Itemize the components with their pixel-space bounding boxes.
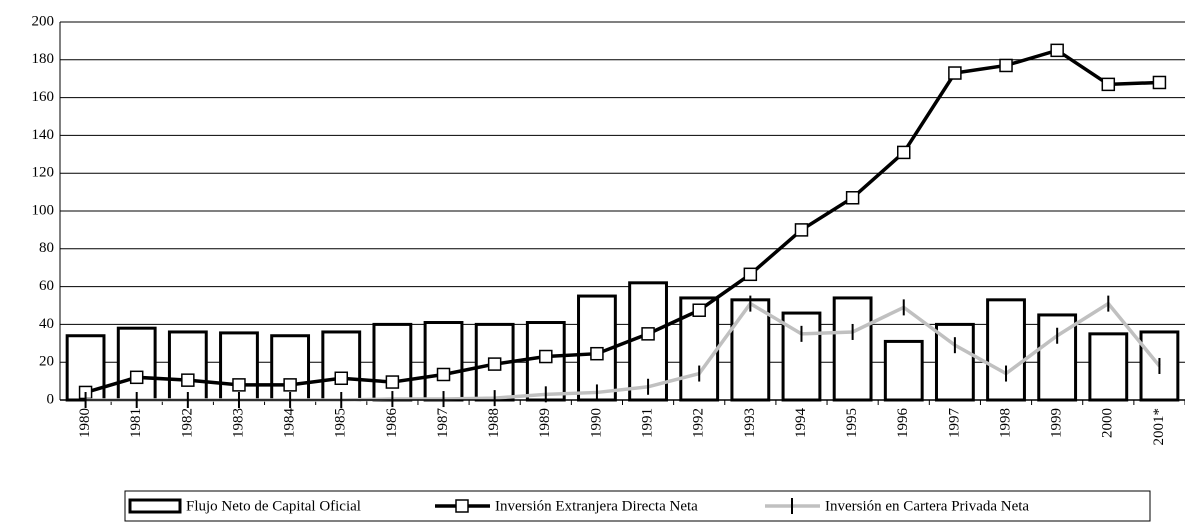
legend-label: Inversión Extranjera Directa Neta [495,498,698,514]
marker [181,373,195,387]
y-tick-label: 80 [39,240,54,256]
marker [999,58,1013,73]
x-tick-label: 1995 [844,408,860,438]
x-tick-label: 1987 [435,408,451,439]
y-tick-label: 160 [32,89,55,105]
marker [129,370,144,385]
legend-box [124,490,1151,522]
legend-symbol [128,498,182,514]
marker [948,66,962,80]
y-tick-label: 200 [32,13,55,29]
x-tick-label: 1992 [691,408,707,438]
marker [232,378,246,392]
legend-label: Inversión en Cartera Privada Neta [825,498,1029,514]
marker [1101,77,1116,92]
bar [1088,332,1129,402]
x-tick-label: 1989 [537,408,553,438]
y-tick-label: 20 [39,354,54,370]
marker [487,357,502,371]
bar [167,330,208,402]
x-tick-label: 1983 [230,408,246,438]
x-tick-label: 1991 [640,408,656,438]
marker [1152,75,1167,90]
x-tick-label: 1986 [384,408,400,439]
x-tick-label: 1982 [179,408,195,438]
marker [1050,43,1064,58]
y-tick-label: 60 [39,278,54,294]
bar [423,321,464,402]
x-tick-label: 1998 [997,408,1013,438]
marker [334,371,348,386]
marker [539,349,553,364]
y-tick-label: 100 [32,202,55,218]
x-tick-label: 1988 [486,408,502,438]
legend-label: Flujo Neto de Capital Oficial [186,498,361,514]
bar [730,298,771,402]
bar [986,298,1026,402]
x-tick-label: 2001* [1151,408,1167,446]
marker [385,375,400,389]
y-tick-label: 40 [39,316,54,332]
marker [590,346,604,361]
marker [845,191,860,205]
bar [321,330,362,402]
marker [743,267,758,282]
x-tick-label: 1981 [128,408,144,438]
x-tick-label: 1997 [946,408,962,439]
x-tick-label: 1990 [588,408,604,438]
marker [283,378,297,392]
line [85,48,1160,395]
x-tick-label: 1985 [333,408,349,438]
bar [116,326,157,402]
y-tick-label: 180 [32,51,55,67]
x-tick-label: 2000 [1100,408,1116,438]
x-tick-label: 1980 [77,408,93,438]
x-tick-label: 1999 [1049,408,1065,438]
marker [641,327,655,341]
legend-symbol [455,499,469,513]
marker [692,303,706,317]
y-tick-label: 0 [47,391,55,407]
y-tick-label: 120 [32,165,55,181]
x-tick-label: 1994 [793,408,809,439]
marker [794,223,809,237]
x-tick-label: 1996 [895,408,911,439]
x-tick-label: 1984 [282,408,298,439]
bar [883,339,924,402]
x-tick-label: 1993 [742,408,758,438]
bar [832,296,873,402]
marker [897,145,911,160]
y-tick-label: 140 [32,127,55,143]
marker [436,367,451,382]
